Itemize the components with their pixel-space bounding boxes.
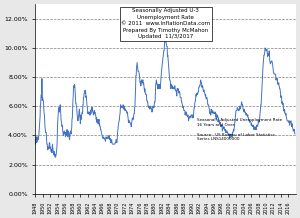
Text: Seasonally Adjusted Unemployment Rate
16 Years and Over

Source:  US Bureau of L: Seasonally Adjusted Unemployment Rate 16… [197,118,282,141]
Text: Seasonally Adjusted U-3
Unemployment Rate
© 2011  www.InflationData.com
Prepared: Seasonally Adjusted U-3 Unemployment Rat… [121,8,210,39]
